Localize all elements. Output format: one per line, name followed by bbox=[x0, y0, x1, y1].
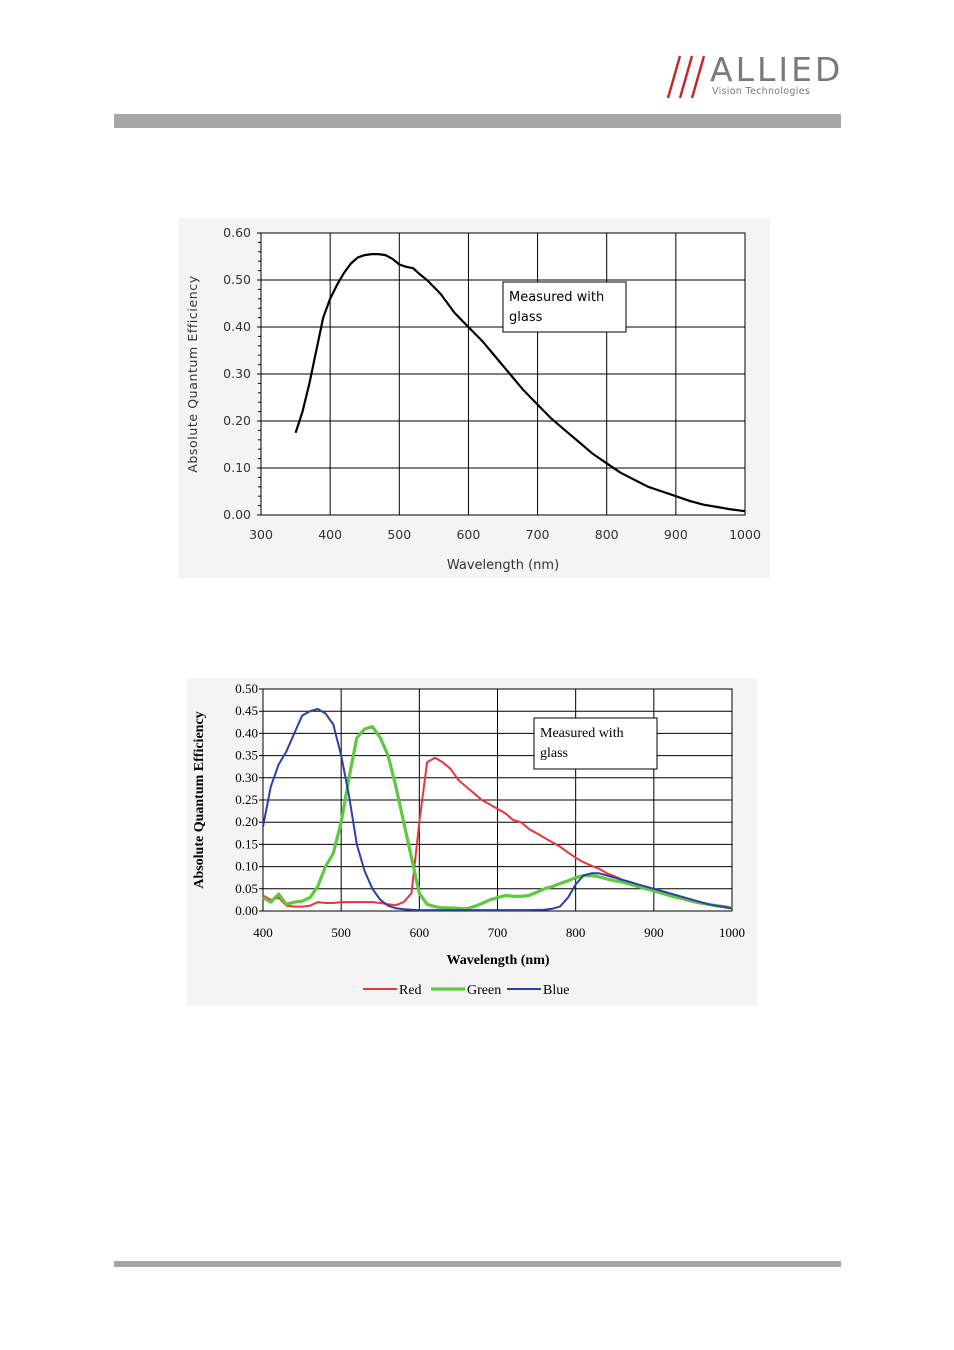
y-tick-label: 0.00 bbox=[223, 507, 251, 522]
x-tick-label: 400 bbox=[253, 925, 273, 940]
color-qe-chart: 400 500 600 700 800 900 1000 0.00 0.05 0.10 0.15 0.… bbox=[187, 678, 757, 1006]
x-tick-label: 500 bbox=[387, 527, 411, 542]
y-tick-label: 0.15 bbox=[235, 836, 258, 851]
y-axis-label: Absolute Quantum Efficiency bbox=[185, 275, 200, 473]
y-tick-label: 0.35 bbox=[235, 748, 258, 763]
y-tick-label: 0.40 bbox=[223, 319, 251, 334]
annotation-box bbox=[533, 717, 658, 770]
series-line-blue bbox=[262, 708, 733, 912]
allied-logo: ALLIED Vision Technologies bbox=[664, 50, 844, 102]
x-tick-label: 800 bbox=[595, 527, 619, 542]
y-tick-label: 0.20 bbox=[235, 814, 258, 829]
y-tick-label: 0.25 bbox=[235, 792, 258, 807]
x-tick-label: 600 bbox=[456, 527, 480, 542]
series-line-green bbox=[262, 725, 733, 911]
x-tick-label: 700 bbox=[488, 925, 508, 940]
legend: Red Green Blue bbox=[363, 983, 569, 998]
y-axis-label: Absolute Quantum Efficiency bbox=[192, 711, 207, 888]
brand-subtitle: Vision Technologies bbox=[712, 86, 811, 97]
x-tick-label: 900 bbox=[644, 925, 664, 940]
annotation-box bbox=[502, 281, 627, 333]
y-tick-label: 0.00 bbox=[235, 903, 258, 918]
brand-name: ALLIED bbox=[710, 50, 844, 89]
x-tick-label: 500 bbox=[331, 925, 351, 940]
x-tick-label: 400 bbox=[318, 527, 342, 542]
legend-label-red: Red bbox=[399, 983, 422, 998]
annotation-text: Measured with bbox=[540, 726, 624, 741]
annotation-text: glass bbox=[540, 746, 568, 761]
legend-label-green: Green bbox=[467, 983, 501, 998]
y-tick-label: 0.50 bbox=[235, 681, 258, 696]
footer-bar bbox=[114, 1261, 841, 1267]
logo-slashes-icon bbox=[666, 55, 706, 99]
header-bar bbox=[114, 114, 841, 128]
y-tick-label: 0.50 bbox=[223, 272, 251, 287]
x-tick-label: 1000 bbox=[729, 527, 761, 542]
y-tick-label: 0.10 bbox=[235, 859, 258, 874]
y-tick-label: 0.30 bbox=[235, 770, 258, 785]
y-tick-label: 0.60 bbox=[223, 225, 251, 240]
y-tick-label: 0.20 bbox=[223, 413, 251, 428]
y-tick-label: 0.30 bbox=[223, 366, 251, 381]
y-tick-label: 0.10 bbox=[223, 460, 251, 475]
annotation-text: Measured with bbox=[509, 290, 604, 305]
x-axis-label: Wavelength (nm) bbox=[446, 953, 549, 968]
mono-qe-chart: 300 400 500 600 700 800 900 1000 0.00 0.10 0.20 0.3… bbox=[178, 218, 770, 578]
x-tick-label: 800 bbox=[566, 925, 586, 940]
series-line bbox=[294, 252, 746, 513]
x-tick-label: 700 bbox=[526, 527, 550, 542]
y-tick-label: 0.45 bbox=[235, 703, 258, 718]
x-tick-label: 1000 bbox=[719, 925, 745, 940]
y-tick-label: 0.05 bbox=[235, 881, 258, 896]
legend-label-blue: Blue bbox=[543, 983, 569, 998]
x-tick-label: 600 bbox=[410, 925, 430, 940]
x-tick-label: 300 bbox=[249, 527, 273, 542]
x-axis-label: Wavelength (nm) bbox=[447, 558, 559, 573]
x-tick-label: 900 bbox=[664, 527, 688, 542]
y-tick-label: 0.40 bbox=[235, 725, 258, 740]
annotation-text: glass bbox=[509, 310, 543, 325]
